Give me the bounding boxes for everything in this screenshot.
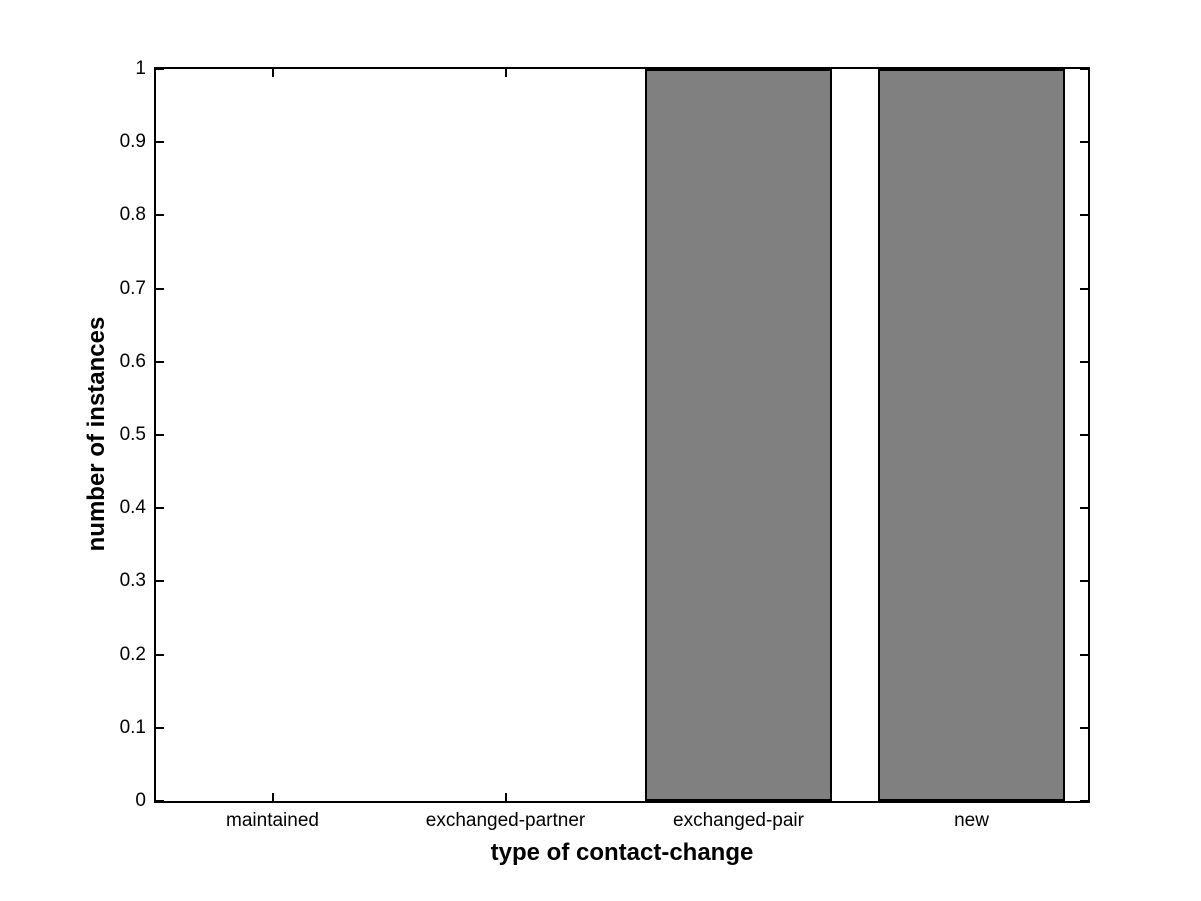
y-tick-left [156, 434, 164, 436]
y-tick-label: 1 [135, 58, 146, 79]
x-tick-label: exchanged-pair [673, 810, 804, 831]
y-tick-right [1080, 653, 1088, 656]
bar-exchanged-pair [645, 69, 832, 801]
y-tick-right [1080, 141, 1088, 144]
y-tick-right [1080, 800, 1088, 802]
y-tick-left [156, 580, 164, 583]
x-tick-label: maintained [226, 810, 319, 831]
y-tick-left [156, 214, 164, 217]
y-tick-right [1080, 507, 1088, 510]
x-tick-top [271, 69, 274, 77]
x-axis-label: type of contact-change [490, 839, 754, 866]
y-tick-right [1080, 68, 1088, 70]
plot-area: 0 0.1 0.2 0.3 0.4 0.5 0.6 0.7 0.8 0.9 1 maintained e… [120, 58, 1090, 831]
y-tick-left [156, 360, 164, 363]
y-tick-label: 0.4 [119, 497, 146, 519]
y-tick-right [1080, 287, 1088, 290]
y-tick-right [1080, 434, 1088, 436]
y-tick-label: 0.3 [119, 570, 146, 592]
y-tick-label: 0.6 [119, 350, 146, 372]
x-tick-label: new [954, 810, 989, 831]
y-tick-right [1080, 214, 1088, 217]
y-tick-left [156, 507, 164, 510]
x-tick-top [504, 69, 507, 77]
y-tick-left [156, 68, 164, 70]
y-tick-right [1080, 580, 1088, 583]
y-tick-left [156, 726, 164, 729]
x-tick-bottom [271, 793, 274, 801]
y-tick-left [156, 653, 164, 656]
x-tick-bottom [504, 793, 507, 801]
y-tick-left [156, 141, 164, 144]
y-tick-label: 0.9 [119, 131, 146, 153]
y-tick-label: 0.2 [119, 643, 146, 665]
y-tick-right [1080, 726, 1088, 729]
y-tick-left [156, 800, 164, 802]
y-tick-label: 0.8 [119, 204, 146, 226]
x-tick-label: exchanged-partner [425, 810, 586, 831]
y-tick-label: 0.1 [119, 716, 146, 738]
y-tick-label: 0.5 [119, 424, 146, 445]
y-tick-label: 0.7 [119, 277, 146, 299]
y-tick-label: 0 [135, 790, 146, 811]
bar-new [878, 69, 1065, 801]
y-tick-left [156, 287, 164, 290]
y-tick-right [1080, 360, 1088, 363]
